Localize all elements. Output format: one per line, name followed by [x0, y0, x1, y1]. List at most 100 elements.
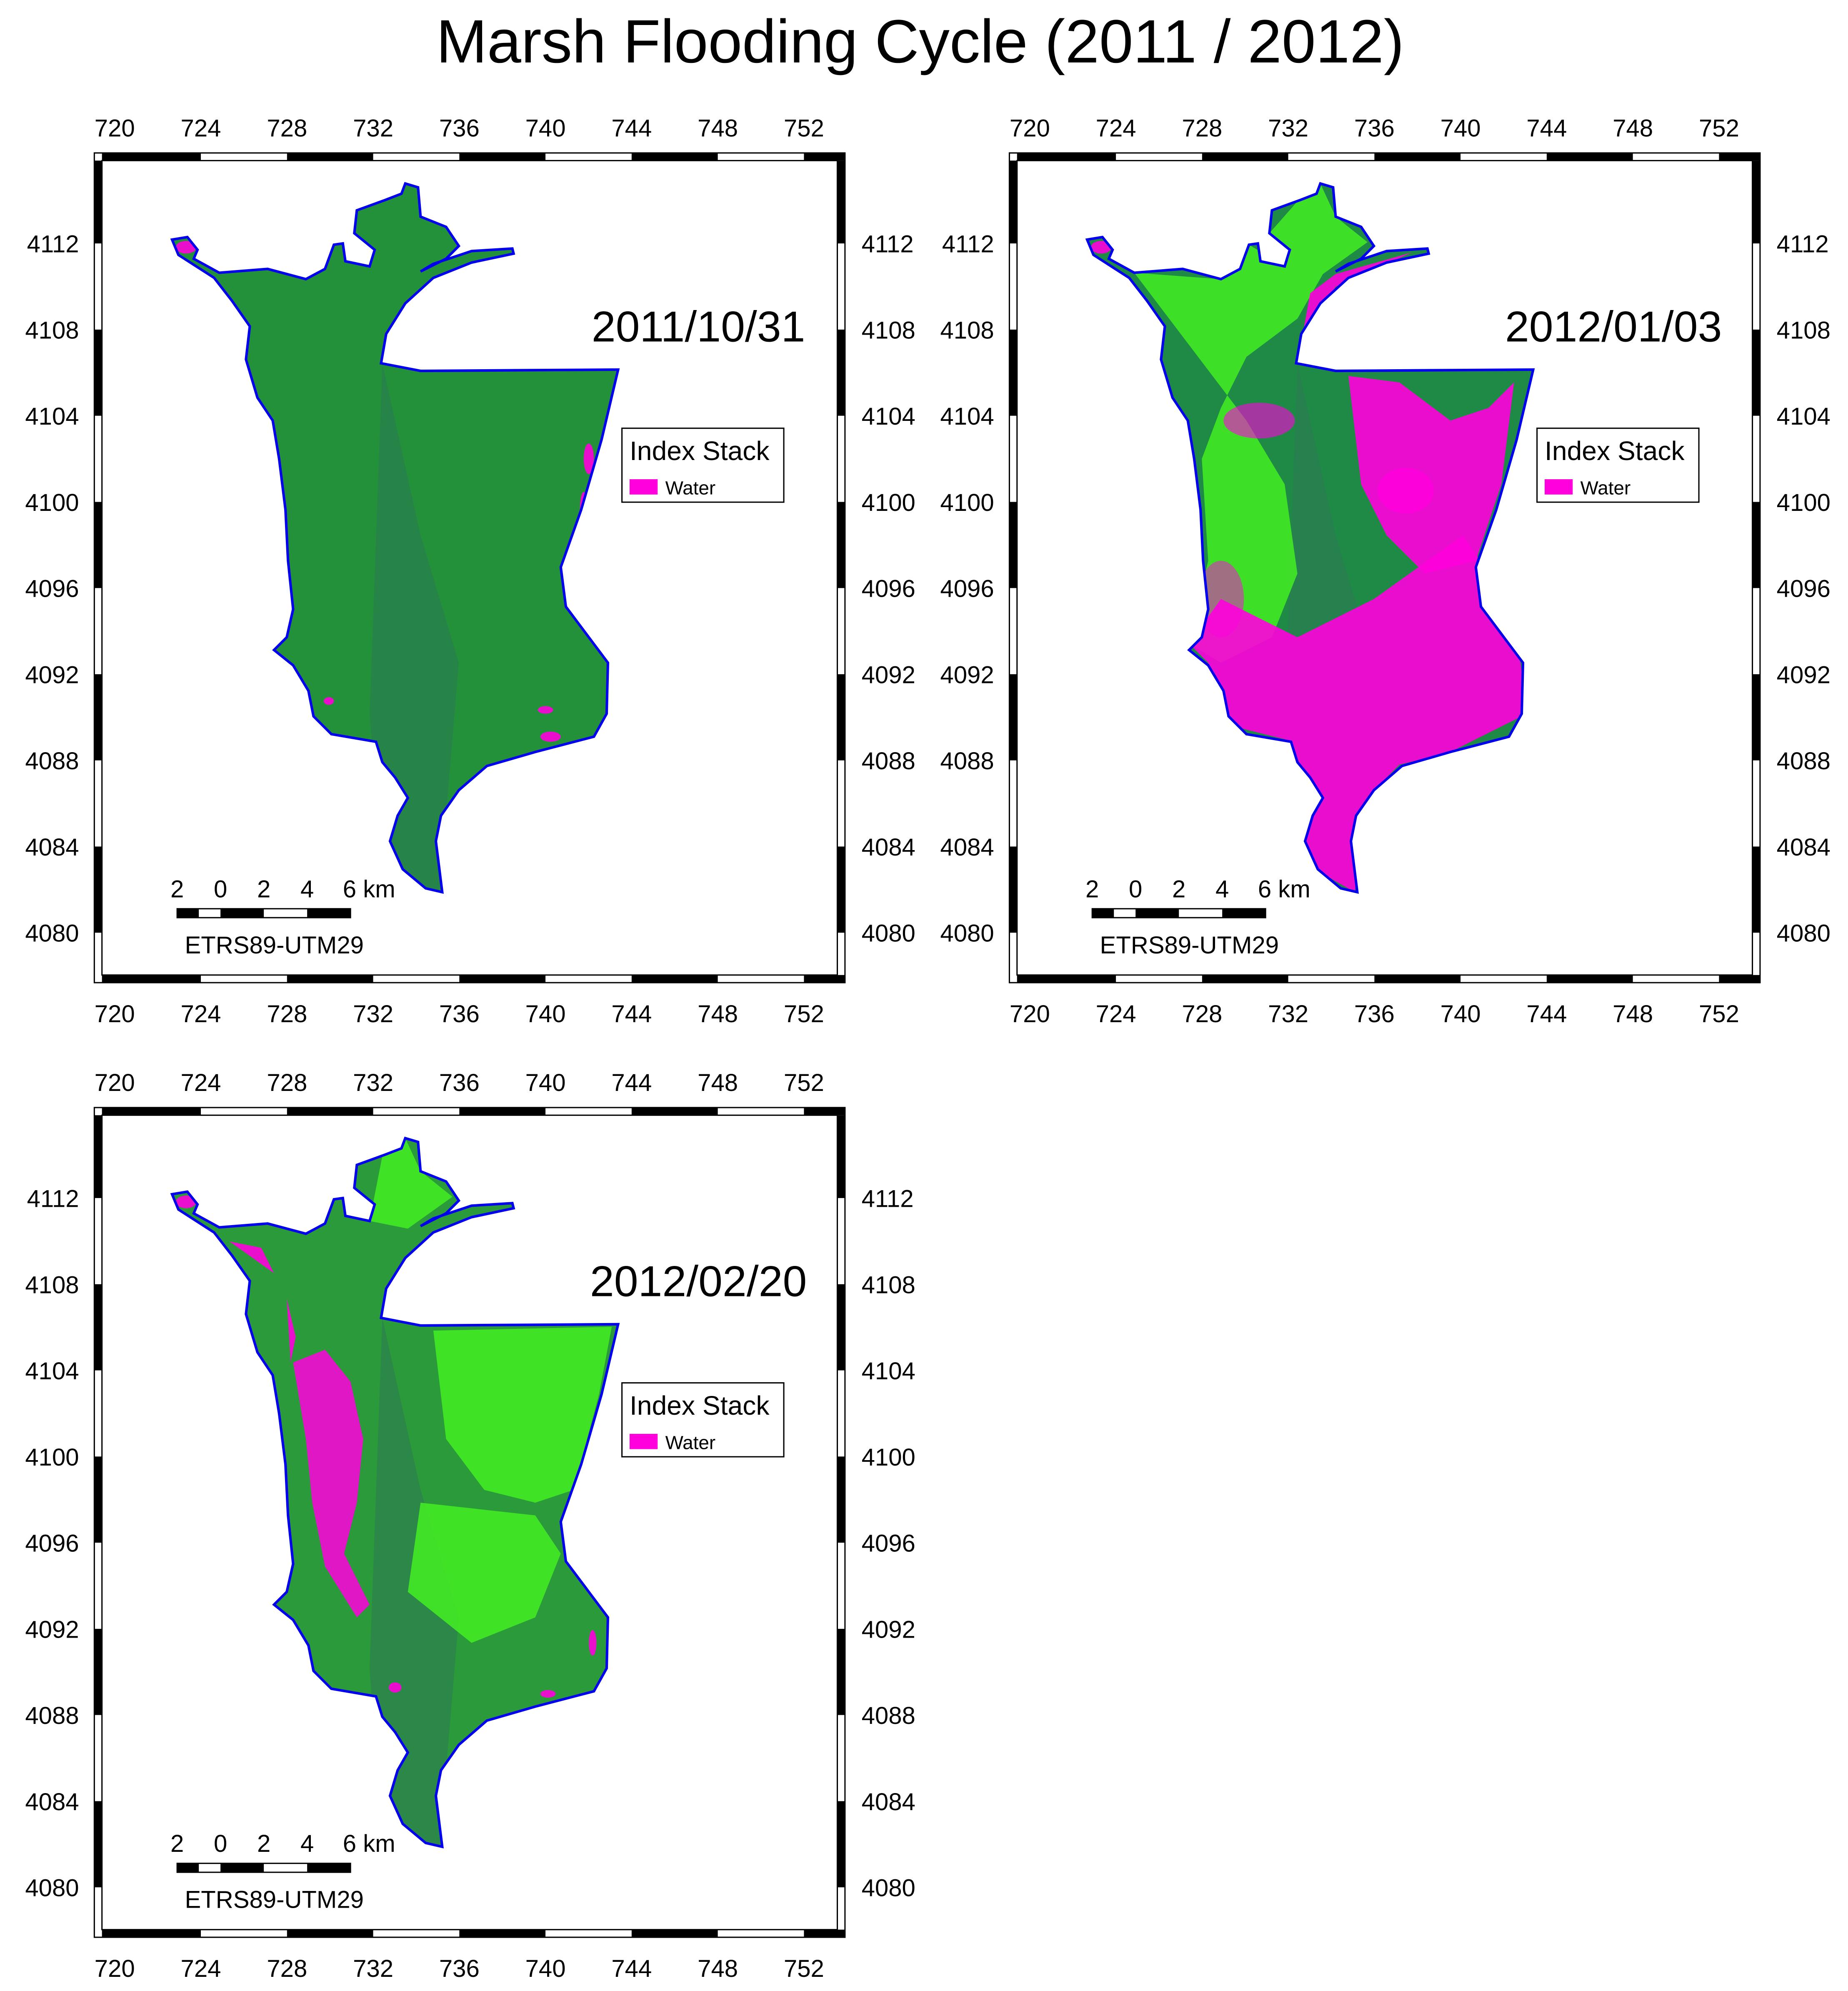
- scale-bar-segment: [307, 908, 351, 918]
- border-tick-top: [1719, 153, 1760, 161]
- y-tick-label-right: 4096: [862, 575, 915, 603]
- y-tick-label-left: 4084: [940, 834, 994, 861]
- water-area: [589, 1630, 597, 1656]
- water-area: [287, 1298, 296, 1363]
- x-tick-label-top: 736: [1354, 115, 1395, 142]
- x-tick-label-bottom: 744: [1526, 1001, 1567, 1028]
- border-tick-left: [94, 329, 102, 416]
- map-panel-2012-01-03: 720 720 724 724 728 728 732 732 736 736 740 740 744 7…: [940, 115, 1830, 1028]
- x-tick-label-bottom: 744: [611, 1955, 652, 1982]
- legend-label-water: Water: [665, 1432, 716, 1453]
- scale-bar-label: 2: [170, 875, 184, 903]
- water-area: [1348, 376, 1514, 574]
- marsh-boundary: [1085, 182, 1535, 894]
- figure-title: Marsh Flooding Cycle (2011 / 2012): [436, 9, 1404, 77]
- x-tick-label-bottom: 748: [698, 1001, 738, 1028]
- x-tick-label-bottom: 740: [1440, 1001, 1481, 1028]
- scale-bar-label: 4: [1215, 875, 1229, 903]
- x-tick-label-top: 720: [1010, 115, 1050, 142]
- scale-bar-segment: [220, 908, 264, 918]
- y-tick-label-right: 4092: [862, 661, 915, 688]
- scale-bar-label: 0: [214, 1830, 227, 1857]
- x-tick-label-bottom: 724: [181, 1955, 221, 1982]
- x-tick-label-top: 744: [611, 1069, 652, 1096]
- scale-bar-label: 0: [1129, 875, 1142, 903]
- x-tick-label-bottom: 732: [1268, 1001, 1308, 1028]
- border-tick-right: [837, 329, 845, 416]
- y-tick-label-right: 4088: [862, 748, 915, 775]
- y-tick-label-right: 4104: [1777, 403, 1830, 430]
- border-tick-bottom: [287, 1929, 373, 1938]
- bright-vegetation-area: [1134, 183, 1368, 663]
- x-tick-label-bottom: 724: [1096, 1001, 1136, 1028]
- y-tick-label-left: 4092: [25, 661, 79, 688]
- scale-bar-label: 6 km: [1258, 875, 1310, 903]
- bright-vegetation-area: [369, 1138, 453, 1229]
- border-tick-right: [1752, 160, 1760, 244]
- y-tick-label-right: 4092: [1777, 661, 1830, 688]
- y-tick-label-right: 4084: [862, 1788, 915, 1816]
- scale-bar-label: 2: [257, 1830, 270, 1857]
- x-tick-label-bottom: 740: [525, 1001, 566, 1028]
- y-tick-label-left: 4088: [25, 1702, 79, 1729]
- legend: Index Stack Water: [1536, 428, 1700, 503]
- border-tick-top: [102, 153, 201, 161]
- x-tick-label-top: 736: [439, 115, 480, 142]
- legend-swatch-water: [629, 1433, 658, 1449]
- x-tick-label-top: 732: [1268, 115, 1308, 142]
- border-tick-left: [1009, 160, 1017, 244]
- border-tick-left: [94, 1628, 102, 1715]
- border-tick-left: [1009, 846, 1017, 933]
- border-tick-right: [1752, 502, 1760, 588]
- border-tick-top: [631, 1107, 718, 1116]
- crs-label: ETRS89-UTM29: [185, 1886, 363, 1913]
- y-tick-label-right: 4108: [1777, 317, 1830, 344]
- x-tick-label-bottom: 748: [1613, 1001, 1653, 1028]
- bright-vegetation-area: [433, 1327, 612, 1503]
- border-tick-left: [94, 1115, 102, 1198]
- x-tick-label-top: 752: [784, 1069, 824, 1096]
- legend-swatch-water: [1545, 479, 1573, 495]
- y-tick-label-left: 4080: [940, 920, 994, 947]
- x-tick-label-bottom: 736: [439, 1001, 480, 1028]
- water-area: [176, 1195, 197, 1208]
- x-tick-label-bottom: 728: [267, 1955, 307, 1982]
- x-tick-label-bottom: 728: [267, 1001, 307, 1028]
- x-tick-label-bottom: 728: [1182, 1001, 1222, 1028]
- y-tick-label-left: 4084: [25, 1788, 79, 1816]
- y-tick-label-right: 4096: [862, 1530, 915, 1557]
- border-tick-left: [1009, 674, 1017, 760]
- x-tick-label-top: 748: [698, 115, 738, 142]
- scale-bar-segment: [1222, 908, 1266, 918]
- scale-bar-segment: [220, 1863, 264, 1873]
- y-tick-label-right: 4104: [862, 403, 915, 430]
- date-label: 2011/10/31: [592, 303, 805, 351]
- y-tick-label-right: 4096: [1777, 575, 1830, 603]
- border-tick-bottom: [804, 1929, 845, 1938]
- water-area: [1223, 403, 1295, 439]
- x-tick-label-top: 744: [1526, 115, 1567, 142]
- y-tick-label-left: 4104: [25, 403, 79, 430]
- scale-bar-label: 4: [300, 1830, 314, 1857]
- border-tick-left: [94, 846, 102, 933]
- border-tick-bottom: [1719, 975, 1760, 983]
- legend-title: Index Stack: [630, 1391, 770, 1421]
- x-tick-label-bottom: 744: [611, 1001, 652, 1028]
- legend-title: Index Stack: [630, 436, 770, 466]
- border-tick-left: [1009, 329, 1017, 416]
- x-tick-label-bottom: 732: [353, 1001, 393, 1028]
- y-tick-label-left: 4104: [25, 1358, 79, 1385]
- x-tick-label-top: 728: [1182, 115, 1222, 142]
- scale-bar-label: 0: [214, 875, 227, 903]
- y-tick-label-left: 4080: [25, 1875, 79, 1902]
- border-tick-bottom: [631, 975, 718, 983]
- x-tick-label-top: 720: [95, 1069, 135, 1096]
- border-tick-bottom: [804, 975, 845, 983]
- border-tick-top: [459, 153, 546, 161]
- y-tick-label-left: 4112: [942, 231, 994, 258]
- y-tick-label-left: 4104: [940, 403, 994, 430]
- x-tick-label-top: 740: [525, 115, 566, 142]
- y-tick-label-right: 4108: [862, 1271, 915, 1298]
- border-tick-bottom: [1017, 975, 1116, 983]
- border-tick-left: [94, 674, 102, 760]
